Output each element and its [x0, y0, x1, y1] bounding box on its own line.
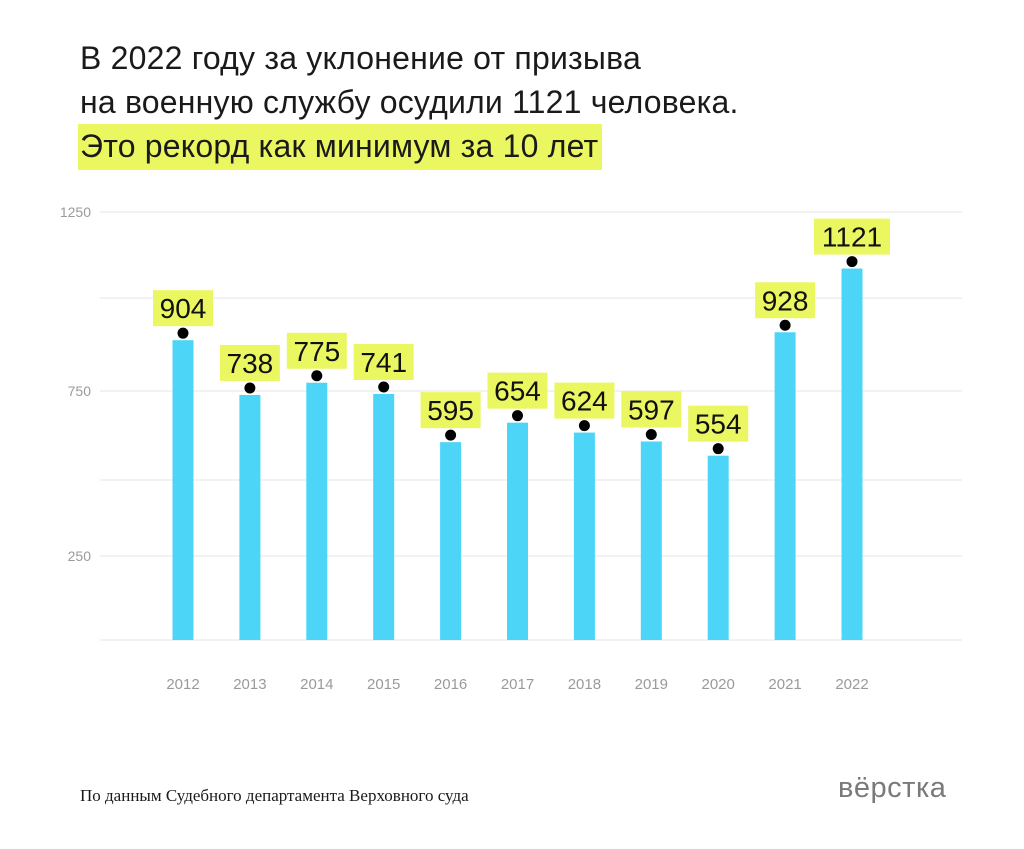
data-label-box — [487, 372, 548, 409]
data-label-box — [286, 332, 347, 369]
bars — [172, 268, 863, 640]
data-label: 775 — [293, 336, 340, 367]
title-line-2: на военную службу осудили 1121 человека. — [80, 84, 739, 120]
y-tick-label: 250 — [68, 548, 92, 564]
x-tick-label: 2020 — [702, 676, 735, 693]
data-point-dot — [445, 429, 457, 441]
data-label: 624 — [561, 386, 608, 417]
data-labels: 904 738 775 741 595 654 624 597 554 928 1121 — [153, 218, 890, 455]
data-label-box — [153, 290, 213, 327]
logo-text: вёрстка — [838, 772, 947, 804]
bar — [707, 455, 729, 640]
data-point-dot — [378, 381, 390, 393]
bar — [239, 394, 261, 640]
x-tick-label: 2015 — [367, 676, 400, 693]
x-axis-ticks: 2012 2013 2014 2015 2016 2017 2018 2019 2020 2021… — [166, 676, 868, 693]
y-axis-ticks: 250 750 1250 — [60, 204, 91, 564]
bar — [373, 393, 395, 640]
data-label-box — [353, 343, 414, 380]
data-point-dot — [244, 382, 256, 394]
data-label: 741 — [360, 347, 407, 378]
x-tick-label: 2012 — [166, 676, 199, 693]
x-tick-label: 2019 — [635, 676, 668, 693]
grid-lines — [100, 211, 962, 641]
data-point-dot — [512, 410, 523, 422]
bar — [841, 268, 863, 640]
x-tick-label: 2022 — [835, 676, 868, 693]
x-tick-label: 2017 — [501, 676, 534, 693]
data-label: 554 — [695, 409, 742, 440]
bar — [507, 422, 528, 640]
data-label: 738 — [227, 348, 274, 379]
y-tick-label: 750 — [68, 383, 92, 399]
data-label-box — [621, 391, 682, 428]
data-label: 904 — [160, 293, 207, 324]
data-label-box — [688, 405, 749, 442]
x-tick-label: 2018 — [568, 676, 601, 693]
bar — [306, 382, 328, 640]
bar — [573, 432, 595, 640]
bar — [774, 332, 796, 640]
data-point-dot — [177, 327, 189, 339]
y-tick-label: 1250 — [60, 204, 91, 220]
title-line-1: В 2022 году за уклонение от призыва — [80, 40, 641, 76]
data-point-dot — [779, 319, 791, 331]
data-label-box — [814, 218, 890, 255]
source-note: По данным Судебного департамента Верховн… — [80, 786, 469, 805]
data-point-dot — [311, 370, 323, 382]
data-label-box — [554, 382, 615, 419]
data-label-box — [420, 392, 481, 429]
data-label-box — [755, 282, 816, 319]
x-tick-label: 2016 — [434, 676, 467, 693]
data-point-dot — [712, 443, 724, 455]
data-label: 1121 — [822, 222, 882, 253]
chart-title: В 2022 году за уклонение от призыва на в… — [78, 36, 739, 170]
data-label-box — [219, 344, 280, 381]
bar — [172, 340, 194, 640]
x-tick-label: 2014 — [300, 676, 333, 693]
data-label: 595 — [427, 395, 474, 426]
data-point-dot — [645, 428, 657, 440]
title-line-3-highlight: Это рекорд как минимум за 10 лет — [78, 124, 603, 170]
bar — [440, 442, 462, 640]
x-tick-label: 2013 — [233, 676, 266, 693]
data-point-dot — [846, 256, 858, 268]
data-label: 597 — [628, 394, 675, 425]
data-label: 928 — [762, 285, 809, 316]
data-label: 654 — [494, 376, 541, 407]
data-point-dot — [578, 420, 590, 432]
x-tick-label: 2021 — [768, 676, 801, 693]
bar — [640, 441, 662, 640]
